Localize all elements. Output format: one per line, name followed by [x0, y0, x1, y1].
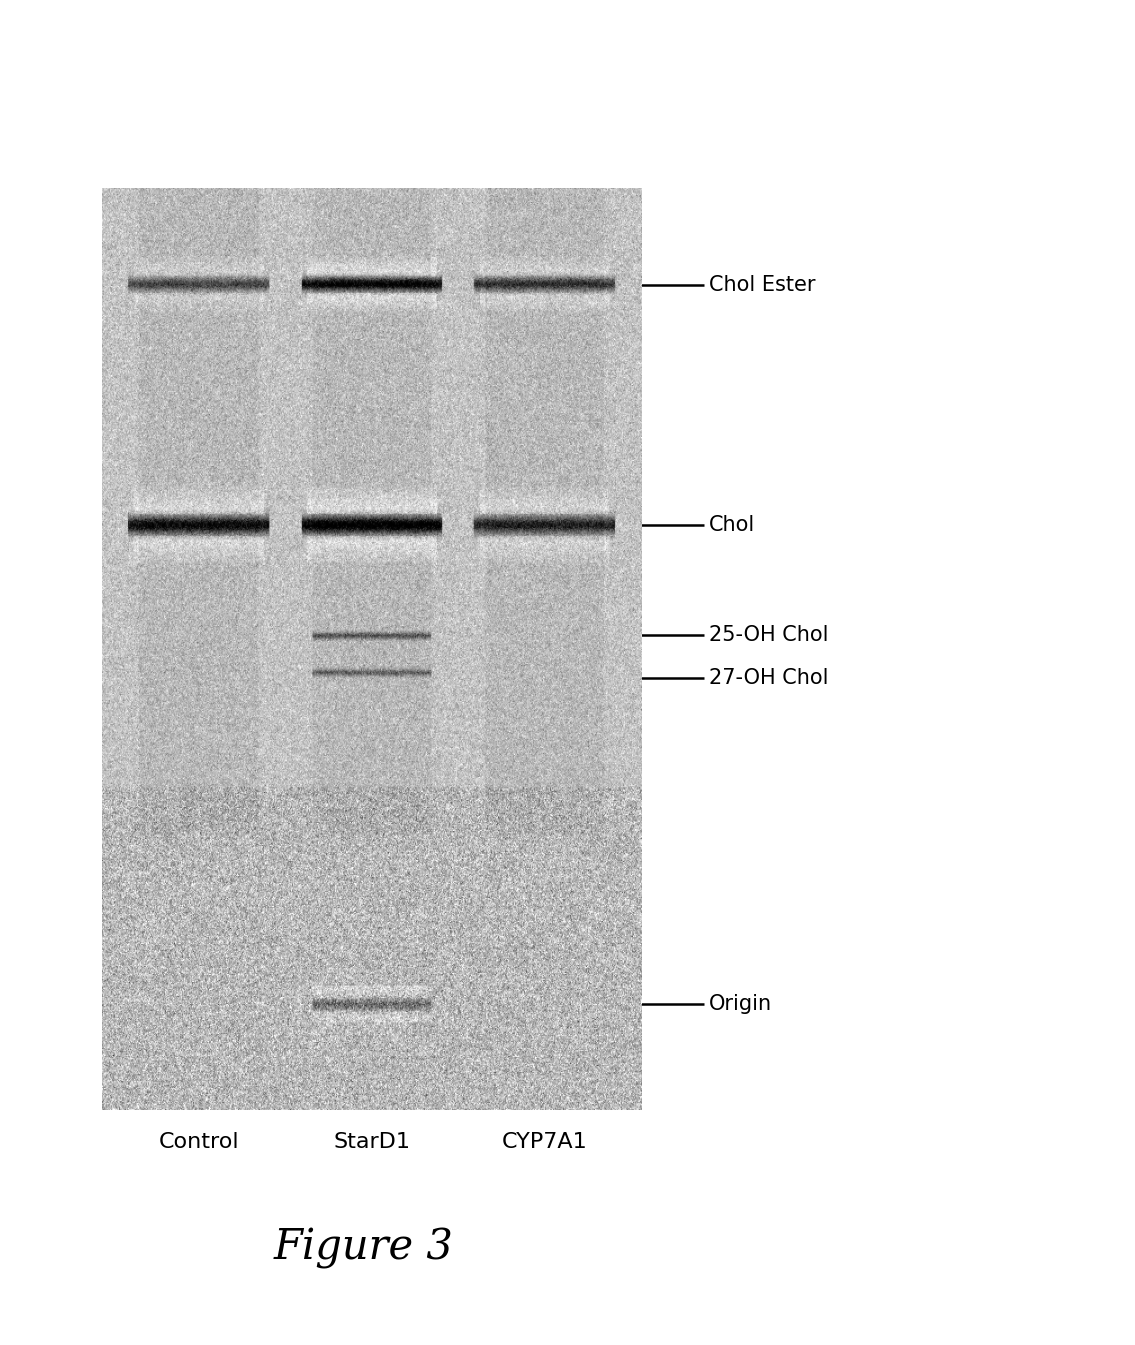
Text: 27-OH Chol: 27-OH Chol — [709, 668, 829, 689]
Text: Control: Control — [159, 1132, 239, 1153]
Text: StarD1: StarD1 — [334, 1132, 410, 1153]
Text: Figure 3: Figure 3 — [274, 1227, 453, 1270]
Text: CYP7A1: CYP7A1 — [502, 1132, 587, 1153]
Text: Chol: Chol — [709, 515, 756, 534]
Text: 25-OH Chol: 25-OH Chol — [709, 625, 829, 646]
Text: Chol Ester: Chol Ester — [709, 274, 816, 295]
Text: Origin: Origin — [709, 994, 773, 1014]
